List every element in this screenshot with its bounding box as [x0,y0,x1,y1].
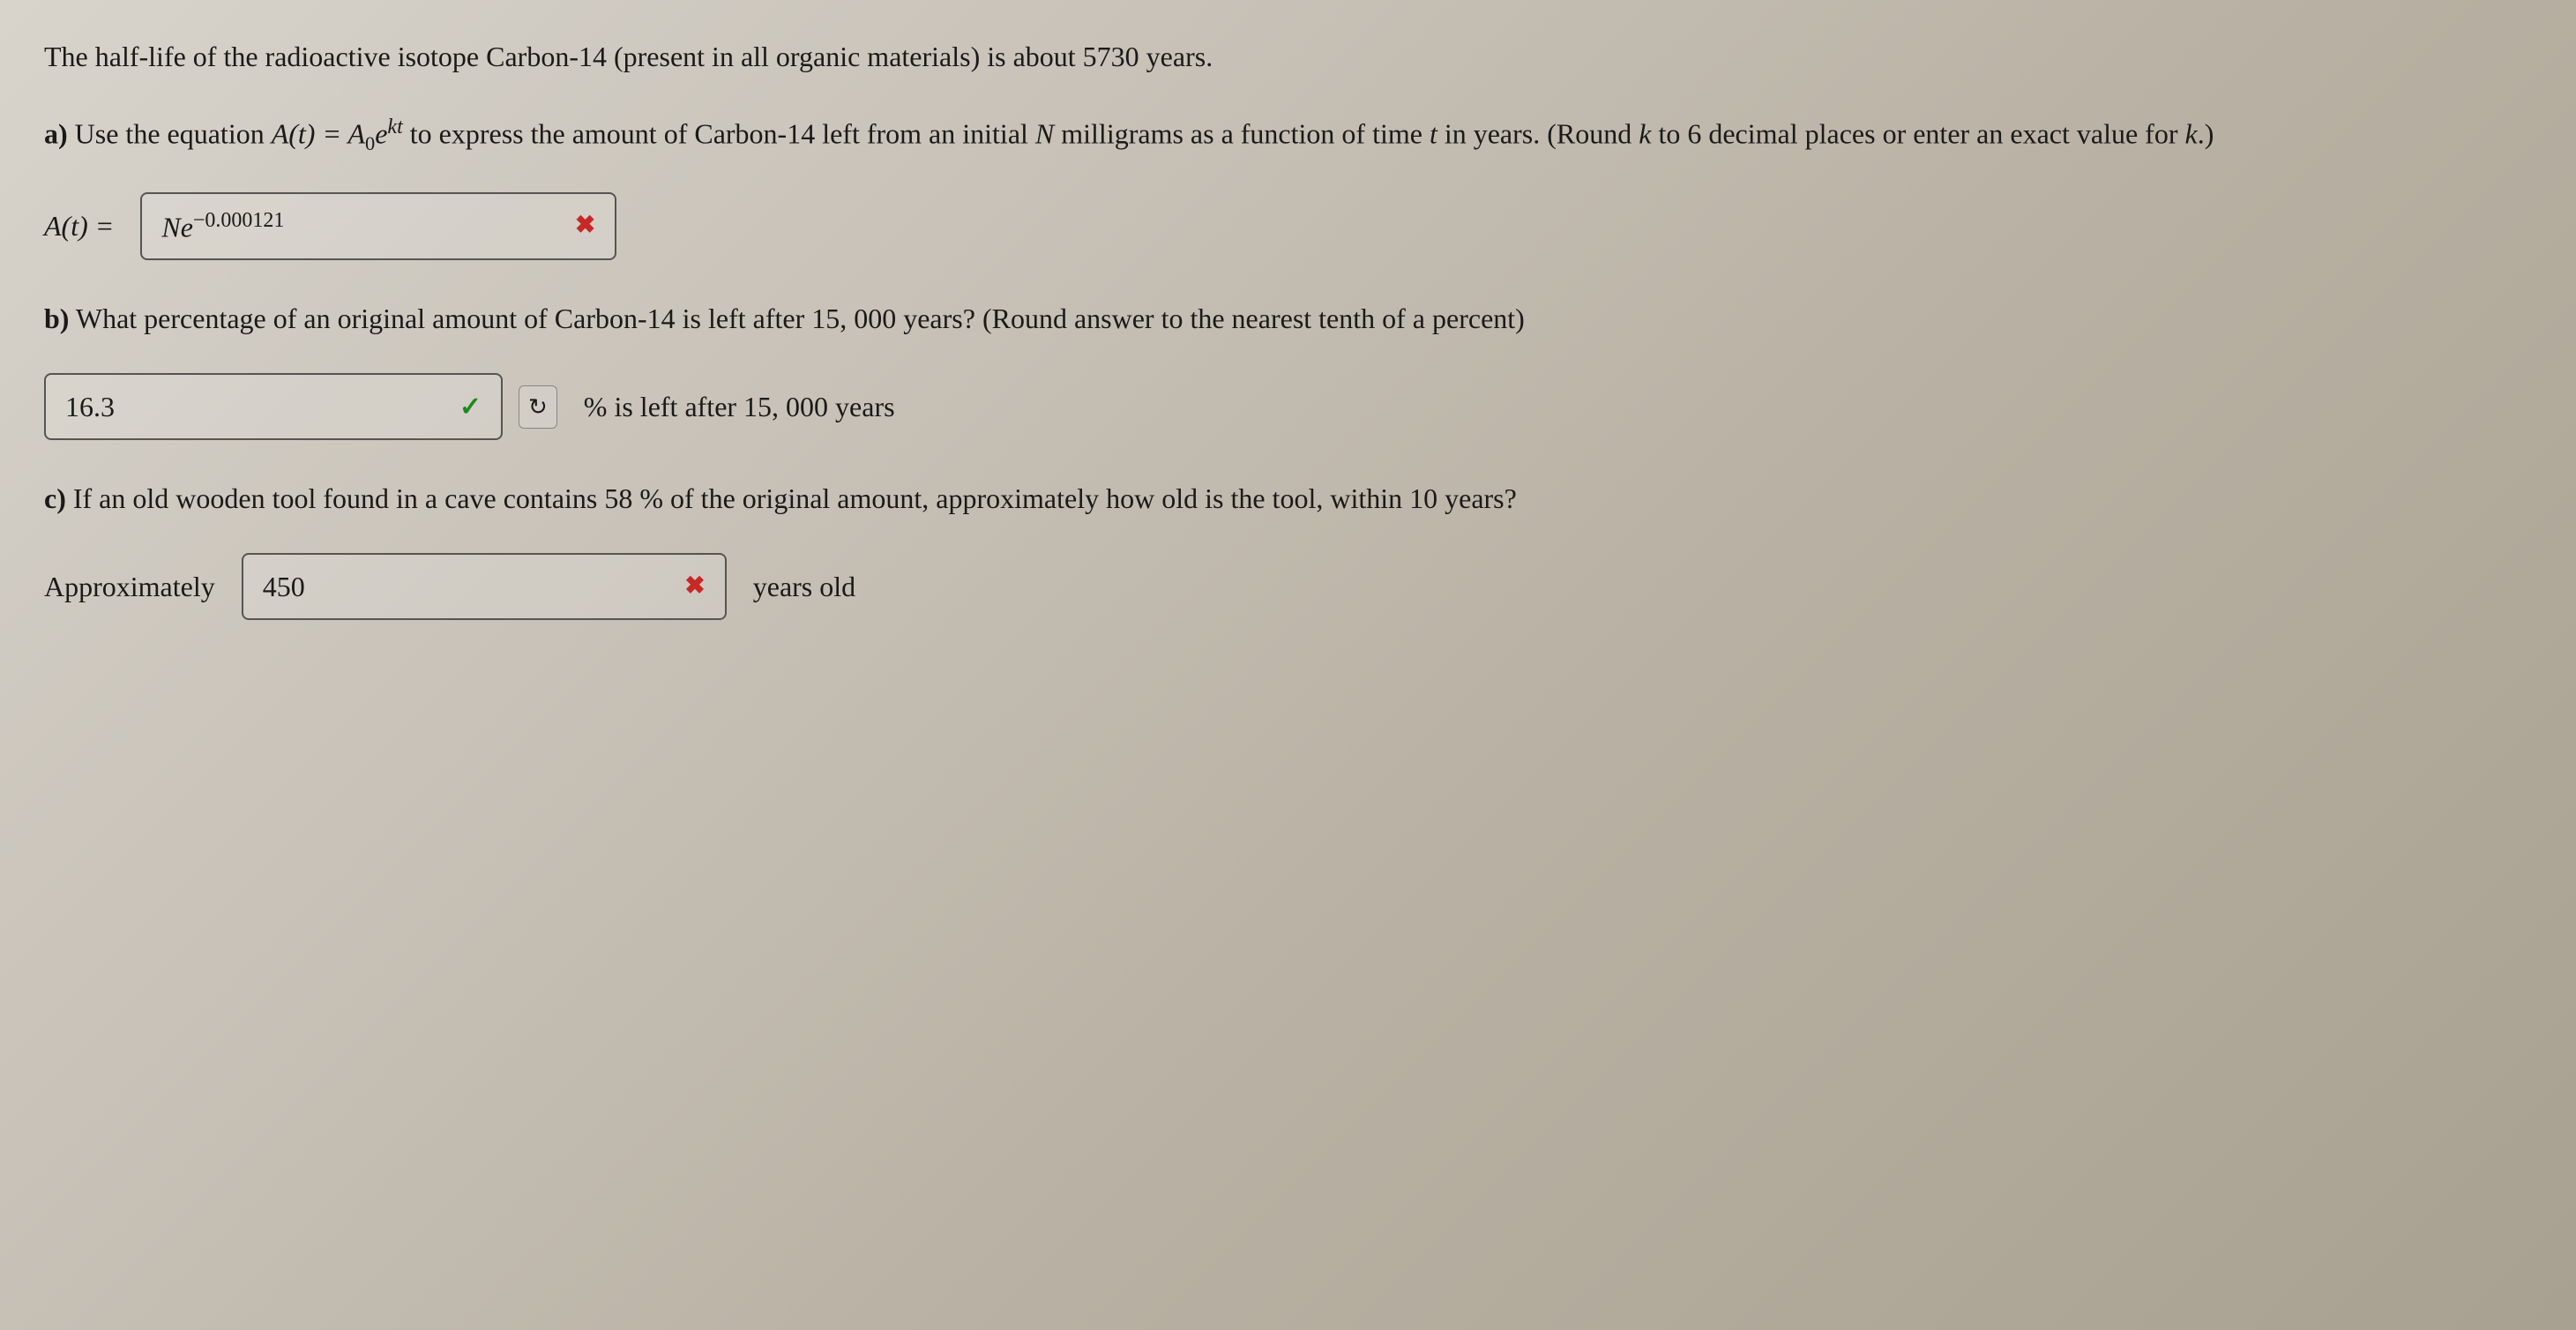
part-a-label: a) [44,118,68,150]
part-b-answer-box[interactable]: 16.3 ✓ [44,373,503,440]
part-a-suffix4: to 6 decimal places or enter an exact va… [1651,118,2184,150]
intro-text: The half-life of the radioactive isotope… [44,35,2531,78]
part-a-var-N: N [1035,118,1054,150]
part-c-label: c) [44,482,66,514]
part-c-answer-box[interactable]: 450 ✖ [242,553,727,620]
part-a-eq-sub: 0 [365,132,375,154]
part-b-text: What percentage of an original amount of… [69,303,1524,334]
part-a-answer-lead: A(t) = [44,205,114,247]
part-c-answer-row: Approximately 450 ✖ years old [44,553,2531,620]
part-a-question: a) Use the equation A(t) = A0ekt to expr… [44,111,2531,159]
part-c-trailing: years old [753,565,855,608]
part-b-answer-value: 16.3 [65,385,459,428]
part-a-var-k2: k [2184,118,2197,150]
part-a-ans-exp: −0.000121 [193,209,285,232]
part-b-answer-row: 16.3 ✓ ↻ % is left after 15, 000 years [44,373,2531,440]
part-a-eq-sup: kt [387,116,402,138]
part-a-answer-box[interactable]: Ne−0.000121 ✖ [140,192,616,261]
part-a-answer-row: A(t) = Ne−0.000121 ✖ [44,192,2531,261]
part-c-text: If an old wooden tool found in a cave co… [66,482,1517,514]
correct-icon: ✓ [459,387,482,427]
part-a-suffix3: in years. (Round [1437,118,1639,150]
part-a-eq-e: e [375,118,387,150]
part-a-suffix1: to express the amount of Carbon-14 left … [403,118,1035,150]
incorrect-icon: ✖ [575,207,595,244]
part-b-trail-text: is left after 15, 000 years [607,391,894,422]
retry-button[interactable]: ↻ [519,385,557,429]
part-b-question: b) What percentage of an original amount… [44,297,2531,340]
part-b-label: b) [44,303,69,334]
part-a-eq-lhs: A(t) = [272,118,348,150]
part-a-suffix2: milligrams as a function of time [1054,118,1430,150]
incorrect-icon: ✖ [684,568,705,605]
part-c-question: c) If an old wooden tool found in a cave… [44,477,2531,519]
part-a-prefix: Use the equation [68,118,272,150]
part-b-trailing: % is left after 15, 000 years [584,385,895,428]
part-b-pct: % [584,391,608,422]
part-a-ans-N: N [161,211,180,243]
part-c-answer-lead: Approximately [44,565,215,608]
part-a-answer-value: Ne−0.000121 [161,205,564,249]
part-a-eq-A: A [347,118,365,150]
part-a-var-k: k [1639,118,1651,150]
part-c-answer-value: 450 [263,565,675,608]
part-a-var-t: t [1430,118,1437,150]
part-a-suffix5: .) [2198,118,2214,150]
retry-icon: ↻ [528,390,548,424]
part-a-ans-e: e [181,211,193,243]
